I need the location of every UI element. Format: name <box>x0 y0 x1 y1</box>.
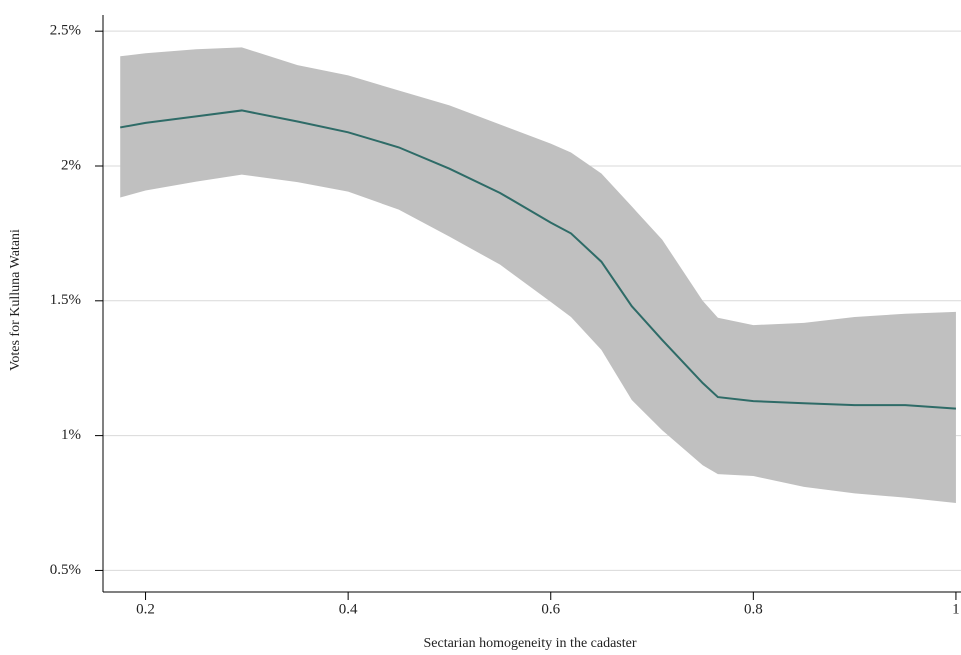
y-tick-label: 2% <box>61 157 81 173</box>
y-tick-label: 0.5% <box>50 562 81 578</box>
x-tick-label: 0.2 <box>136 601 155 617</box>
x-tick-label: 0.8 <box>744 601 763 617</box>
x-tick-label: 0.6 <box>541 601 560 617</box>
y-tick-label: 2.5% <box>50 23 81 39</box>
y-tick-label: 1.5% <box>50 292 81 308</box>
y-axis-title: Votes for Kulluna Watani <box>8 229 23 371</box>
confidence-band <box>120 47 956 504</box>
x-axis-title: Sectarian homogeneity in the cadaster <box>423 636 636 651</box>
y-tick-label: 1% <box>61 427 81 443</box>
x-tick-label: 1 <box>952 601 960 617</box>
x-tick-label: 0.4 <box>339 601 358 617</box>
line <box>120 109 957 410</box>
